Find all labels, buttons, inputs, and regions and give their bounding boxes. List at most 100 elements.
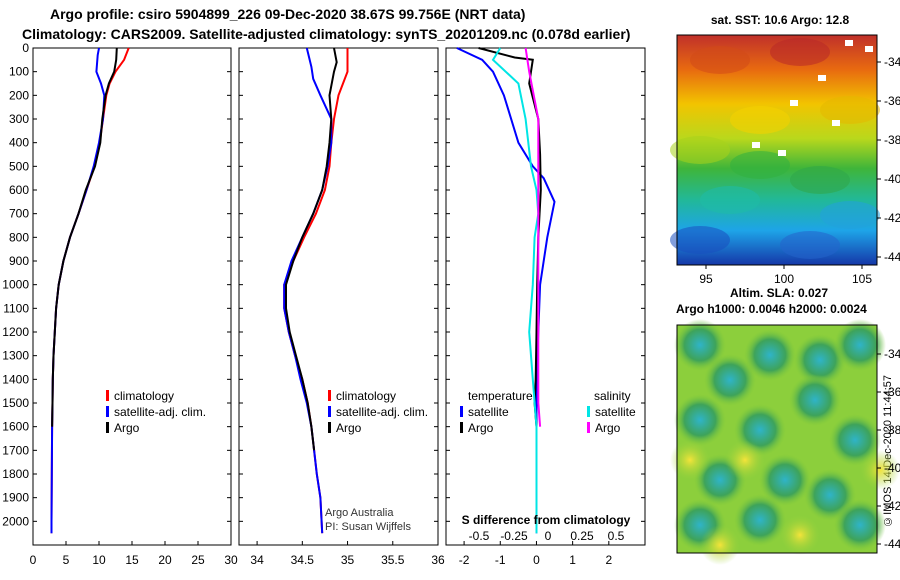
x-tick-label: 10 bbox=[92, 553, 106, 567]
profile-panel-2: 34 34.5 35 35.5 36 bbox=[238, 47, 445, 567]
legend-label: satellite-adj. clim. bbox=[336, 405, 428, 419]
sst-patch bbox=[820, 201, 880, 229]
y-tick-label: 900 bbox=[9, 254, 29, 268]
y-tick-label: 1900 bbox=[2, 491, 29, 505]
profile-panel-1: 0100200300400500600700800900100011001200… bbox=[2, 41, 238, 567]
secondary-x-tick-label: 0.5 bbox=[608, 529, 625, 543]
sla-y-tick-label: -36 bbox=[884, 385, 900, 399]
sla-high bbox=[860, 450, 900, 490]
sla-eddy bbox=[834, 319, 886, 371]
legend-label: Argo bbox=[114, 421, 140, 435]
x-tick-label: -2 bbox=[459, 553, 470, 567]
missing-data-pixel bbox=[778, 150, 786, 156]
y-tick-label: 200 bbox=[9, 88, 29, 102]
sla-y-tick-label: -40 bbox=[884, 461, 900, 475]
sla-high bbox=[700, 525, 740, 565]
secondary-x-tick-label: 0.25 bbox=[570, 529, 594, 543]
x-tick-label: 0 bbox=[30, 553, 37, 567]
sst-patch bbox=[770, 38, 830, 66]
sla-eddy bbox=[704, 354, 756, 406]
legend-swatch bbox=[328, 390, 331, 401]
x-tick-label: 30 bbox=[224, 553, 238, 567]
sla-eddy bbox=[734, 494, 786, 546]
y-tick-label: 2000 bbox=[2, 514, 29, 528]
sla-eddy bbox=[834, 499, 886, 551]
sla-eddy bbox=[674, 394, 726, 446]
sst-patch bbox=[690, 46, 750, 74]
legend-label: satellite bbox=[595, 405, 636, 419]
sst-patch bbox=[790, 166, 850, 194]
x-tick-label: 25 bbox=[191, 553, 205, 567]
sla-map-title: Altim. SLA: 0.027 bbox=[730, 286, 828, 300]
author-annotation: Argo Australia PI: Susan Wijffels bbox=[325, 507, 411, 533]
legend-swatch bbox=[587, 422, 590, 433]
legend-swatch bbox=[460, 422, 463, 433]
legend-swatch bbox=[106, 422, 109, 433]
x-tick-label: 0 bbox=[533, 553, 540, 567]
chart-title-line1: Argo profile: csiro 5904899_226 09-Dec-2… bbox=[50, 6, 526, 22]
x-tick-label: 35 bbox=[341, 553, 355, 567]
sla-high bbox=[725, 440, 765, 480]
x-tick-label: 2 bbox=[605, 553, 612, 567]
y-tick-label: 1300 bbox=[2, 349, 29, 363]
legend-label: Argo bbox=[468, 421, 494, 435]
sst-patch bbox=[730, 151, 790, 179]
sla-y-tick-label: -44 bbox=[884, 537, 900, 551]
sst-y-tick-label: -34 bbox=[884, 55, 900, 69]
legend-swatch bbox=[106, 406, 109, 417]
legend-label: Argo bbox=[595, 421, 621, 435]
sla-map-subtitle: Argo h1000: 0.0046 h2000: 0.0024 bbox=[676, 302, 867, 316]
legend-label: satellite bbox=[468, 405, 509, 419]
legend-swatch bbox=[328, 406, 331, 417]
sst-y-tick-label: -36 bbox=[884, 94, 900, 108]
x-tick-label: 20 bbox=[158, 553, 172, 567]
legend-title-salinity: salinity bbox=[594, 389, 631, 403]
legend-panel-1: climatology satellite-adj. clim. Argo bbox=[106, 389, 206, 435]
plot-frame bbox=[445, 47, 646, 546]
x-tick-label: 15 bbox=[125, 553, 139, 567]
legend-label: satellite-adj. clim. bbox=[114, 405, 206, 419]
series-line-s-argo bbox=[524, 47, 542, 427]
series-line-s-satellite bbox=[491, 47, 540, 534]
x-tick-label: 35.5 bbox=[381, 553, 405, 567]
sst-x-tick-label: 95 bbox=[699, 272, 713, 286]
sst-patch bbox=[780, 231, 840, 259]
sla-map: Altim. SLA: 0.027 Argo h1000: 0.0046 h200… bbox=[670, 286, 900, 565]
sst-map-title: sat. SST: 10.6 Argo: 12.8 bbox=[711, 13, 850, 27]
x-tick-label: 5 bbox=[63, 553, 70, 567]
x-axis-title: S difference from climatology bbox=[462, 513, 631, 527]
missing-data-pixel bbox=[790, 100, 798, 106]
sst-x-tick-label: 100 bbox=[774, 272, 794, 286]
sst-y-tick-label: -40 bbox=[884, 172, 900, 186]
annotation-line: Argo Australia bbox=[325, 507, 394, 519]
legend-swatch bbox=[328, 422, 331, 433]
y-tick-label: 400 bbox=[9, 136, 29, 150]
sst-y-tick-label: -42 bbox=[884, 211, 900, 225]
y-tick-label: 800 bbox=[9, 230, 29, 244]
sst-y-tick-label: -44 bbox=[884, 250, 900, 264]
legend-swatch bbox=[460, 406, 463, 417]
sst-patch bbox=[700, 186, 760, 214]
sla-eddy bbox=[759, 454, 811, 506]
sst-map: sat. SST: 10.6 Argo: 12.8 -34 -36 -38 -40 -42… bbox=[670, 13, 900, 286]
profile-panel-3: -2 -1 0 1 2 bbox=[445, 47, 646, 567]
missing-data-pixel bbox=[865, 46, 873, 52]
sst-y-tick-label: -38 bbox=[884, 133, 900, 147]
y-tick-label: 500 bbox=[9, 159, 29, 173]
series-line-argo bbox=[285, 47, 338, 451]
y-tick-label: 1700 bbox=[2, 443, 29, 457]
sla-eddy bbox=[674, 319, 726, 371]
sla-y-tick-label: -42 bbox=[884, 499, 900, 513]
sst-patch bbox=[730, 106, 790, 134]
missing-data-pixel bbox=[845, 40, 853, 46]
legend-swatch bbox=[587, 406, 590, 417]
missing-data-pixel bbox=[832, 120, 840, 126]
sst-patch bbox=[670, 136, 730, 164]
y-tick-label: 1200 bbox=[2, 325, 29, 339]
sst-patch bbox=[670, 226, 730, 254]
x-tick-label: 36 bbox=[431, 553, 445, 567]
secondary-x-tick-label: 0 bbox=[545, 529, 552, 543]
x-tick-label: 34 bbox=[250, 553, 264, 567]
missing-data-pixel bbox=[818, 75, 826, 81]
sla-high bbox=[780, 515, 820, 555]
